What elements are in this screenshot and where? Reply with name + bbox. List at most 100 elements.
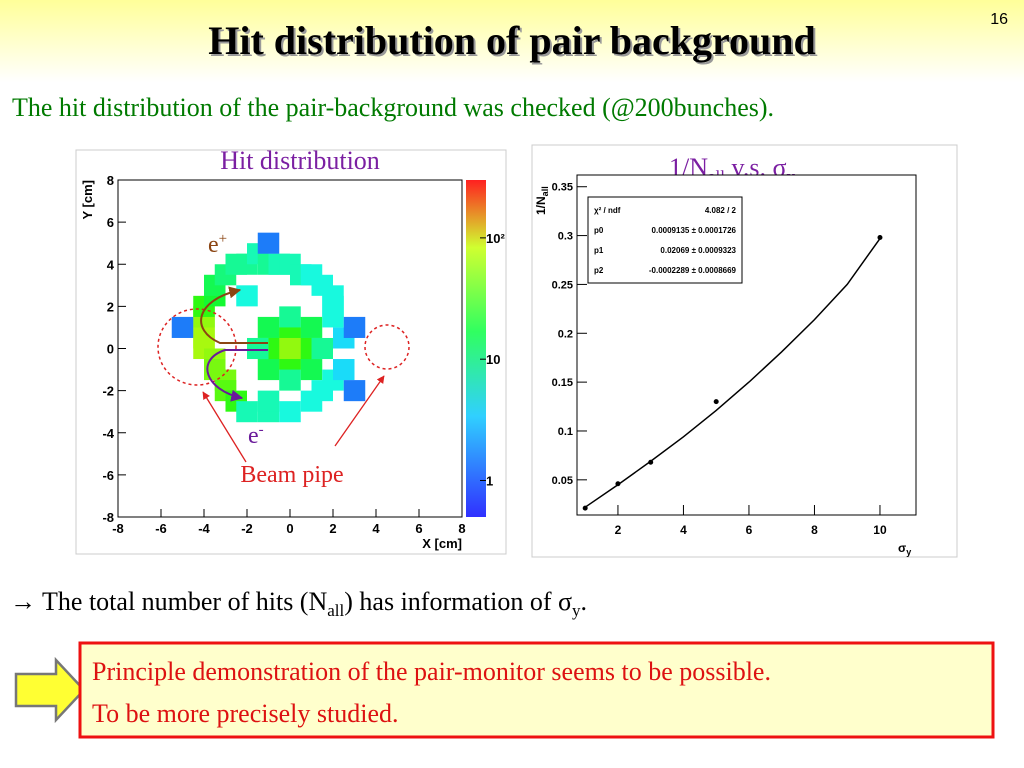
data-point: [877, 235, 883, 241]
heat-cell: [171, 316, 194, 338]
z-tick-label: 1: [486, 473, 493, 488]
title-band: [0, 0, 1024, 82]
x-tick-label: -2: [241, 521, 253, 536]
x-tick-label: 0: [286, 521, 293, 536]
t: e: [208, 232, 219, 258]
x-tick-label: 6: [746, 523, 753, 537]
heat-cell: [257, 316, 280, 338]
t: → The total number of hits (N: [10, 587, 327, 616]
fit-line: [584, 238, 881, 508]
stats-value: 0.0009135 ± 0.0001726: [652, 226, 737, 235]
y-tick-label: 0.05: [552, 475, 573, 487]
beam-pipe-left: [157, 308, 237, 386]
t: +: [219, 231, 227, 247]
y-tick-label: -6: [102, 468, 114, 483]
heat-cell: [322, 306, 344, 328]
y-tick-label: -4: [102, 426, 114, 441]
arrow: [202, 391, 247, 463]
x-tick-label: 8: [458, 521, 465, 536]
heat-cell: [279, 306, 301, 328]
x-tick-label: 2: [615, 523, 622, 537]
x-axis-label: σy: [898, 541, 911, 557]
t: all: [327, 601, 344, 620]
x-tick-label: 10: [873, 523, 887, 537]
heat-cell: [300, 359, 323, 381]
x-tick-label: 8: [811, 523, 818, 537]
y-tick-label: 0.3: [558, 231, 573, 243]
heat-cell: [236, 401, 258, 423]
beam-pipe-label: Beam pipe: [240, 462, 343, 488]
beam-pipe-right: [364, 324, 410, 370]
heat-cell: [300, 316, 323, 338]
y-label-main: 1/N: [534, 196, 548, 215]
intro: The hit distribution of the pair-backgro…: [12, 93, 774, 122]
heat-cell: [257, 359, 280, 381]
t: .: [581, 587, 588, 616]
t: e: [248, 423, 259, 449]
stats-value: 4.082 / 2: [705, 206, 737, 215]
e-plus: e+: [208, 231, 227, 258]
x-tick-label: -8: [112, 521, 124, 536]
y-tick-label: 2: [107, 299, 114, 314]
stats-name: p0: [594, 226, 604, 235]
x-tick-label: -4: [198, 521, 210, 536]
x-tick-label: -6: [155, 521, 167, 536]
conclusion-line: Principle demonstration of the pair-moni…: [92, 657, 771, 686]
y-tick-label: 8: [107, 173, 114, 188]
y-tick-label: -2: [102, 384, 114, 399]
title: Hit distribution of pair background: [208, 18, 816, 63]
colorbar: [466, 180, 486, 517]
data-point: [615, 481, 621, 487]
page-number: 16: [990, 11, 1008, 28]
heat-cell: [257, 232, 280, 254]
y-tick-label: 0.35: [552, 182, 573, 194]
heat-cell: [311, 337, 333, 360]
y-tick-label: 0.15: [552, 377, 573, 389]
y-tick-label: 0.1: [558, 426, 573, 438]
y-tick-label: 4: [107, 257, 115, 272]
t: y: [572, 601, 581, 620]
heatmap: -8 -6 -4 -2 0 2 4 6 8 -8 -6 -4 -2 0 2 4 6 8 1 10 10² X [cm] Y …: [80, 173, 505, 551]
conclusion-box: [78, 641, 995, 739]
left-title: Hit distribution: [220, 146, 380, 175]
y-tick-label: 0: [107, 342, 114, 357]
heat-cell: [247, 337, 269, 360]
y-tick-label: 0.2: [558, 328, 573, 340]
x-tick-label: 4: [680, 523, 687, 537]
y-axis-label: 1/Nall: [534, 186, 550, 215]
arrow: [334, 375, 385, 447]
x-tick-label: 2: [329, 521, 336, 536]
y-axis-label: Y [cm]: [80, 180, 95, 220]
stats-name: p2: [594, 266, 604, 275]
y-tick-label: 0.25: [552, 279, 573, 291]
e-minus: e-: [248, 422, 264, 449]
x-label-main: σ: [898, 541, 906, 555]
heat-cell: [333, 359, 355, 381]
conclusion-line: To be more precisely studied.: [92, 699, 398, 728]
heat-cell: [279, 401, 301, 423]
data-point: [582, 505, 588, 511]
heat-cell: [279, 369, 301, 391]
t: ) has information of σ: [344, 587, 572, 616]
title-shadow: Hit distribution of pair background: [210, 20, 818, 65]
z-tick-label: 10²: [486, 231, 505, 246]
x-axis-label: X [cm]: [422, 536, 462, 551]
arrow-icon: [14, 656, 86, 724]
t: -: [259, 422, 264, 438]
e-plus-path: [200, 286, 268, 344]
y-label-sub: all: [540, 186, 550, 196]
stats-box: [587, 196, 743, 284]
stats-value: -0.0002289 ± 0.0008669: [649, 266, 737, 275]
x-label-sub: y: [906, 547, 911, 557]
y-tick-label: -8: [102, 510, 114, 525]
summary: → The total number of hits (Nall) has in…: [10, 587, 587, 620]
stats-value: 0.02069 ± 0.0009323: [660, 246, 736, 255]
scatter-plot: 2 4 6 8 10 0.05 0.1 0.15 0.2 0.25 0.3 0.35 χ² / ndf 4…: [534, 174, 917, 557]
x-tick-label: 6: [415, 521, 422, 536]
heat-cell: [343, 380, 366, 402]
heat-cell: [257, 390, 280, 412]
y-tick-label: 6: [107, 215, 114, 230]
stats-name: p1: [594, 246, 604, 255]
